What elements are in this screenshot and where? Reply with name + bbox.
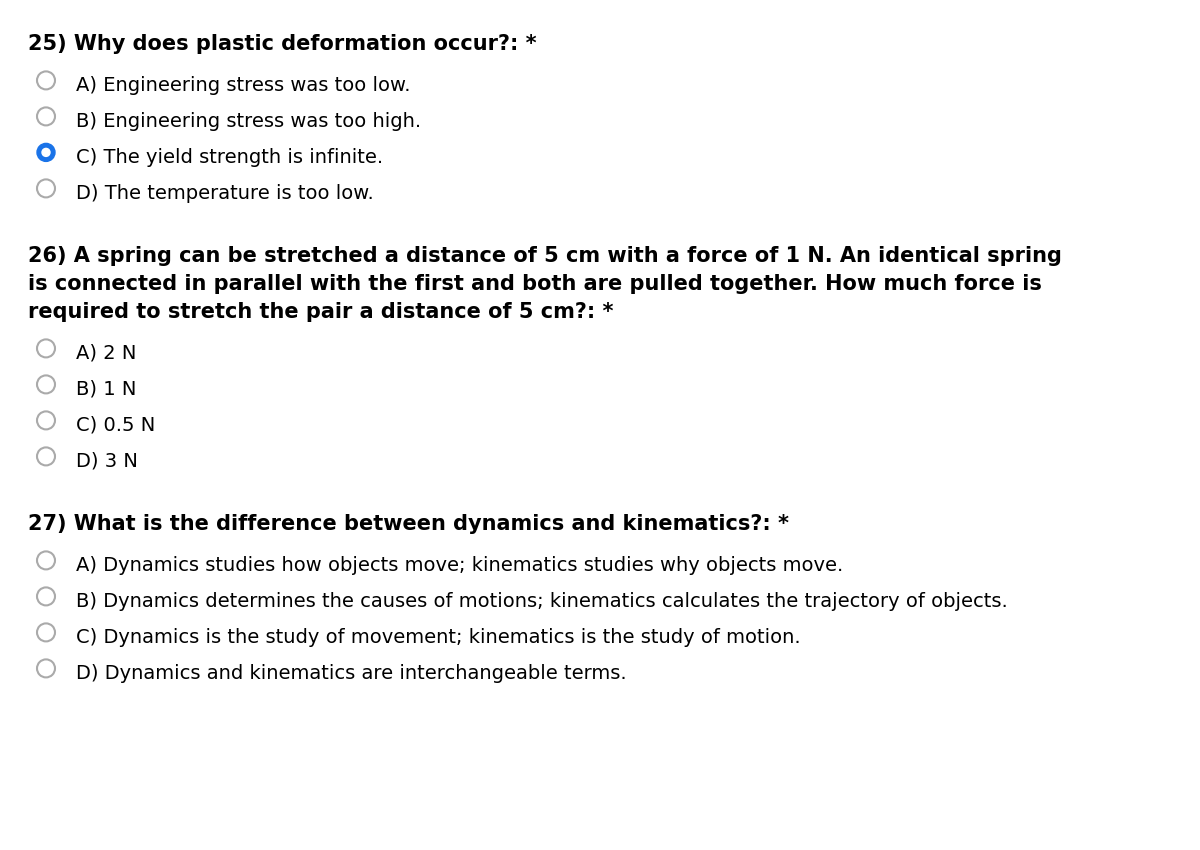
Circle shape: [37, 339, 55, 357]
Circle shape: [37, 623, 55, 642]
Text: 25) Why does plastic deformation occur?: *: 25) Why does plastic deformation occur?:…: [28, 34, 536, 54]
Text: D) 3 N: D) 3 N: [76, 452, 138, 471]
Text: A) Engineering stress was too low.: A) Engineering stress was too low.: [76, 76, 410, 95]
Text: C) The yield strength is infinite.: C) The yield strength is infinite.: [76, 148, 383, 167]
Text: B) Dynamics determines the causes of motions; kinematics calculates the trajecto: B) Dynamics determines the causes of mot…: [76, 592, 1008, 611]
Circle shape: [37, 552, 55, 570]
Circle shape: [37, 376, 55, 394]
Circle shape: [37, 660, 55, 677]
Text: 27) What is the difference between dynamics and kinematics?: *: 27) What is the difference between dynam…: [28, 514, 790, 535]
Circle shape: [37, 587, 55, 605]
Text: A) Dynamics studies how objects move; kinematics studies why objects move.: A) Dynamics studies how objects move; ki…: [76, 556, 844, 575]
Circle shape: [37, 144, 55, 162]
Text: B) Engineering stress was too high.: B) Engineering stress was too high.: [76, 112, 421, 131]
Text: A) 2 N: A) 2 N: [76, 344, 137, 363]
Text: 26) A spring can be stretched a distance of 5 cm with a force of 1 N. An identic: 26) A spring can be stretched a distance…: [28, 246, 1062, 266]
Text: is connected in parallel with the first and both are pulled together. How much f: is connected in parallel with the first …: [28, 275, 1042, 294]
Text: required to stretch the pair a distance of 5 cm?: *: required to stretch the pair a distance …: [28, 303, 613, 322]
Circle shape: [37, 179, 55, 197]
Text: D) The temperature is too low.: D) The temperature is too low.: [76, 184, 373, 203]
Text: B) 1 N: B) 1 N: [76, 380, 137, 399]
Circle shape: [42, 149, 50, 156]
Text: D) Dynamics and kinematics are interchangeable terms.: D) Dynamics and kinematics are interchan…: [76, 664, 626, 683]
Circle shape: [37, 107, 55, 126]
Circle shape: [37, 447, 55, 466]
Text: C) Dynamics is the study of movement; kinematics is the study of motion.: C) Dynamics is the study of movement; ki…: [76, 628, 800, 647]
Circle shape: [37, 71, 55, 89]
Circle shape: [37, 411, 55, 429]
Text: C) 0.5 N: C) 0.5 N: [76, 416, 155, 435]
